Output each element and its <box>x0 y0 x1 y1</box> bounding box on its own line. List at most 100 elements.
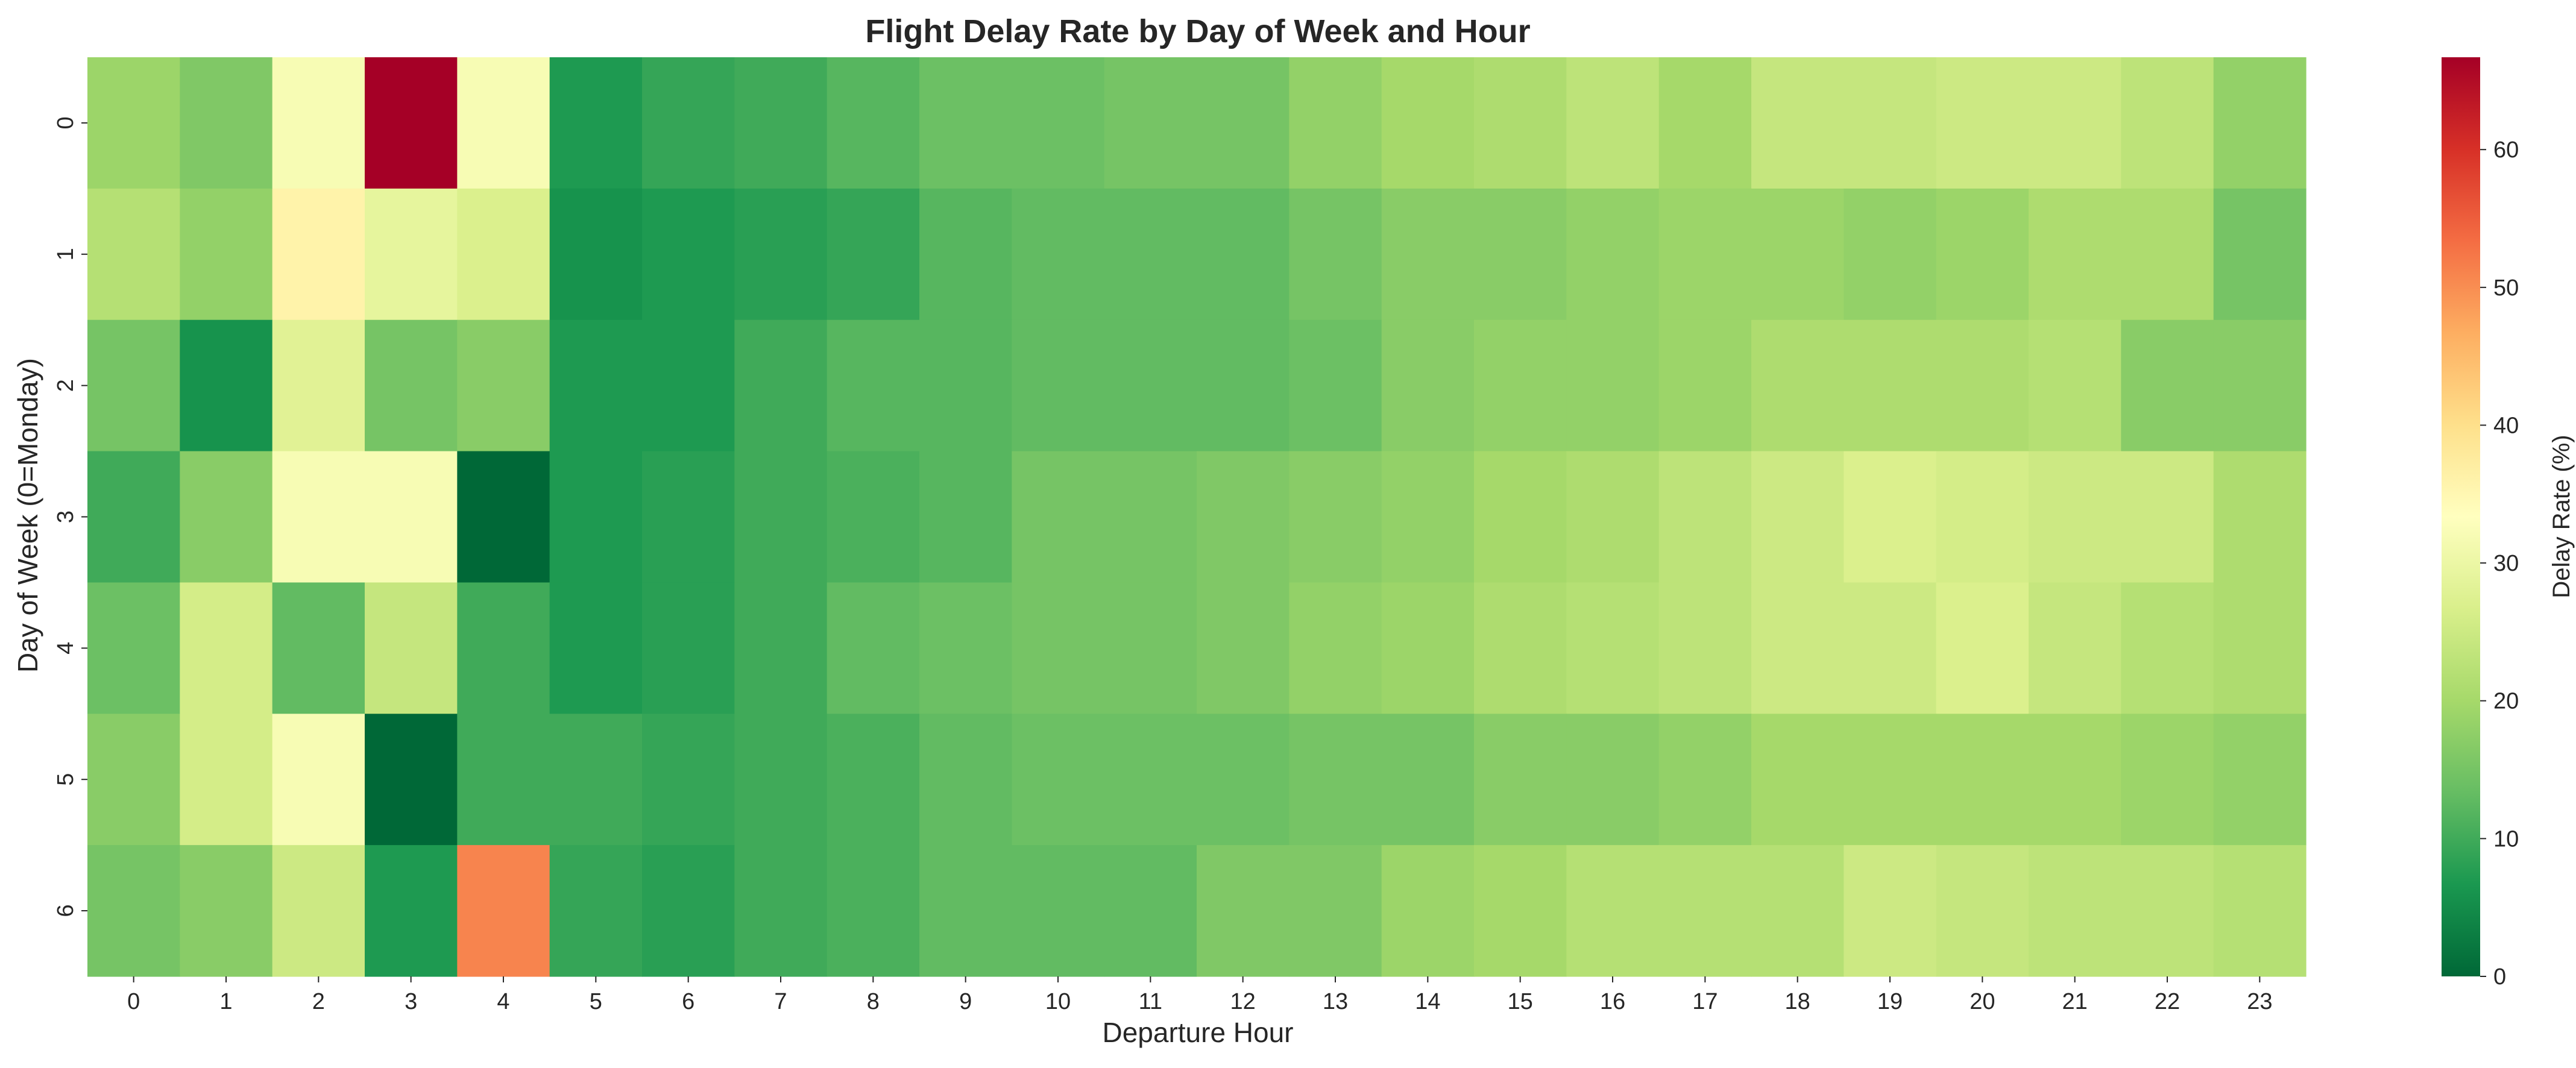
heatmap-cell <box>1844 188 1937 321</box>
heatmap-cell <box>1474 57 1567 189</box>
heatmap-cell <box>1104 319 1197 452</box>
heatmap-cell <box>827 582 920 714</box>
heatmap-cell <box>1566 582 1660 714</box>
heatmap-cell <box>2029 188 2121 321</box>
heatmap-cell <box>1012 582 1105 714</box>
heatmap-cell <box>1566 319 1660 452</box>
x-axis-ticks: 0 1 2 3 4 5 6 7 8 9 10 11 12 13 14 15 16 17 18 19 20 21 22 23 <box>127 976 2272 1014</box>
heatmap-cell <box>549 714 643 846</box>
x-tick-label: 8 <box>867 989 880 1014</box>
heatmap-cell <box>1381 188 1475 321</box>
heatmap-cell <box>549 57 643 189</box>
heatmap-cell <box>1381 582 1475 714</box>
heatmap-cell <box>1936 319 2029 452</box>
x-tick-label: 12 <box>1230 989 1256 1014</box>
heatmap-cell <box>1197 845 1290 977</box>
heatmap-cell <box>1104 582 1197 714</box>
heatmap-cell <box>827 319 920 452</box>
heatmap-cell <box>2029 845 2121 977</box>
heatmap-cell <box>272 845 365 977</box>
heatmap-cell <box>1197 582 1290 714</box>
heatmap-cell <box>1658 57 1752 189</box>
heatmap-cell <box>1012 451 1105 583</box>
heatmap-cell <box>2213 714 2307 846</box>
heatmap-cell <box>1474 319 1567 452</box>
heatmap-cell <box>919 319 1012 452</box>
heatmap-cell <box>87 582 180 714</box>
x-tick-label: 3 <box>405 989 417 1014</box>
heatmap-cell <box>2029 582 2121 714</box>
heatmap-cell <box>1474 845 1567 977</box>
heatmap-cell <box>642 714 735 846</box>
heatmap-cell <box>365 188 458 321</box>
heatmap-cell <box>1197 714 1290 846</box>
heatmap-cell <box>2213 188 2307 321</box>
heatmap-cell <box>1936 714 2029 846</box>
heatmap-cell <box>87 319 180 452</box>
heatmap-cell <box>1751 845 1844 977</box>
heatmap-cell <box>827 714 920 846</box>
heatmap-cell <box>549 188 643 321</box>
heatmap-cell <box>919 582 1012 714</box>
heatmap-cell <box>87 845 180 977</box>
y-axis-label: Day of Week (0=Monday) <box>12 358 43 673</box>
x-tick-label: 5 <box>590 989 602 1014</box>
heatmap-cell <box>180 319 273 452</box>
heatmap-cell <box>827 451 920 583</box>
colorbar <box>2442 57 2480 976</box>
heatmap-cell <box>1751 714 1844 846</box>
heatmap-cell <box>2029 319 2121 452</box>
heatmap-cell <box>1936 57 2029 189</box>
heatmap-cell <box>1658 714 1752 846</box>
x-tick-label: 15 <box>1508 989 1533 1014</box>
heatmap-cell <box>1381 845 1475 977</box>
x-tick-label: 9 <box>959 989 972 1014</box>
heatmap-cell <box>365 714 458 846</box>
heatmap-cell <box>1381 451 1475 583</box>
heatmap-cell <box>1844 714 1937 846</box>
heatmap-cell <box>457 714 550 846</box>
heatmap-cell <box>365 451 458 583</box>
heatmap-cell <box>1197 188 1290 321</box>
heatmap-cell <box>1844 57 1937 189</box>
chart-title: Flight Delay Rate by Day of Week and Hou… <box>865 13 1530 49</box>
heatmap-cell <box>1104 451 1197 583</box>
heatmap-cell <box>734 188 828 321</box>
heatmap-cell <box>1289 714 1382 846</box>
heatmap-cell <box>1566 57 1660 189</box>
heatmap-cell <box>549 845 643 977</box>
heatmap-cell <box>1566 845 1660 977</box>
heatmap-cell <box>919 845 1012 977</box>
heatmap-cell <box>1104 845 1197 977</box>
x-tick-label: 7 <box>774 989 787 1014</box>
x-tick-label: 10 <box>1045 989 1071 1014</box>
heatmap-cell <box>734 714 828 846</box>
heatmap-cell <box>2121 451 2214 583</box>
x-tick-label: 14 <box>1415 989 1440 1014</box>
heatmap-cell <box>1289 319 1382 452</box>
heatmap-cell <box>827 845 920 977</box>
heatmap-cell <box>1474 582 1567 714</box>
y-axis-ticks: 0 1 2 3 4 5 6 <box>53 116 87 917</box>
heatmap-cell <box>549 319 643 452</box>
heatmap-cell <box>642 845 735 977</box>
heatmap-cell <box>87 451 180 583</box>
colorbar-tick-label: 10 <box>2493 826 2519 852</box>
heatmap-cell <box>1474 451 1567 583</box>
x-tick-label: 22 <box>2155 989 2180 1014</box>
heatmap-cell <box>919 714 1012 846</box>
heatmap-cell <box>457 319 550 452</box>
heatmap-cell <box>457 582 550 714</box>
heatmap-cell <box>1104 714 1197 846</box>
x-tick-label: 21 <box>2062 989 2088 1014</box>
heatmap-cell <box>919 57 1012 189</box>
colorbar-tick-label: 50 <box>2493 275 2519 301</box>
x-tick-label: 19 <box>1877 989 1903 1014</box>
heatmap-cell <box>180 582 273 714</box>
heatmap-cell <box>1012 57 1105 189</box>
heatmap-cell <box>1381 57 1475 189</box>
colorbar-tick-label: 20 <box>2493 689 2519 714</box>
heatmap-cell <box>1751 188 1844 321</box>
heatmap-cell <box>2121 845 2214 977</box>
heatmap-cell <box>2121 319 2214 452</box>
